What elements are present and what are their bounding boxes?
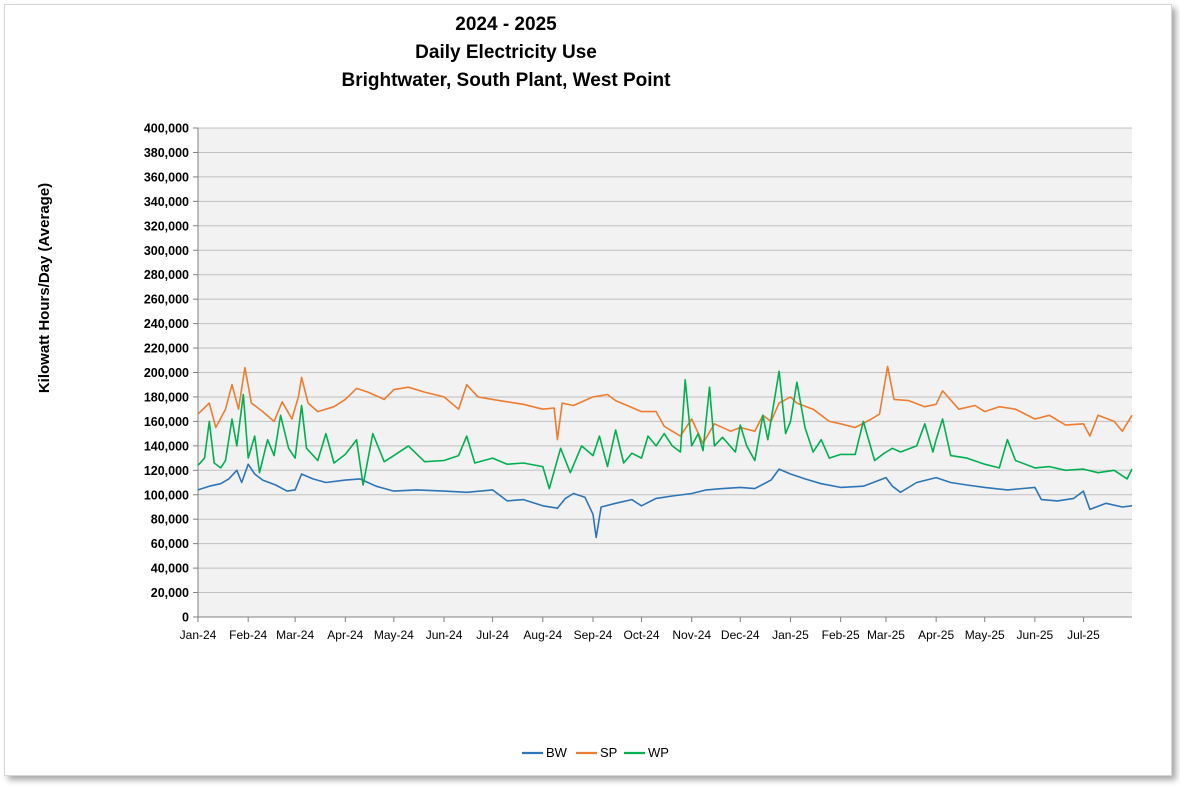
- legend: BW SP WP: [522, 745, 669, 760]
- y-tick-label: 140,000: [144, 439, 189, 453]
- y-tick-label: 340,000: [144, 195, 189, 209]
- x-tick-label: Jul-25: [1067, 628, 1100, 642]
- x-tick-label: Jan-25: [772, 628, 809, 642]
- y-tick-label: 300,000: [144, 244, 189, 258]
- x-tick-label: May-24: [374, 628, 414, 642]
- y-tick-label: 120,000: [144, 464, 189, 478]
- x-tick-label: Mar-25: [867, 628, 905, 642]
- legend-label-sp: SP: [600, 745, 617, 760]
- x-tick-label: Jun-24: [426, 628, 463, 642]
- y-tick-label: 180,000: [144, 390, 189, 404]
- title-line-3: Brightwater, South Plant, West Point: [341, 70, 671, 91]
- y-tick-label: 400,000: [144, 122, 189, 136]
- y-tick-label: 380,000: [144, 146, 189, 160]
- x-tick-label: Jan-24: [180, 628, 217, 642]
- x-tick-label: Nov-24: [672, 628, 711, 642]
- x-tick-label: Jul-24: [476, 628, 509, 642]
- x-tick-label: Aug-24: [523, 628, 562, 642]
- chart-title: 2024 - 2025 Daily Electricity Use Bright…: [341, 14, 671, 91]
- x-tick-label: Feb-25: [822, 628, 860, 642]
- title-line-2: Daily Electricity Use: [415, 42, 597, 63]
- y-tick-label: 240,000: [144, 317, 189, 331]
- legend-label-bw: BW: [546, 745, 568, 760]
- x-tick-label: Oct-24: [624, 628, 660, 642]
- chart-card: 2024 - 2025 Daily Electricity Use Bright…: [4, 4, 1172, 776]
- y-axis-label: Kilowatt Hours/Day (Average): [36, 183, 53, 393]
- y-tick-label: 0: [182, 611, 189, 625]
- y-tick-label: 100,000: [144, 488, 189, 502]
- y-tick-label: 280,000: [144, 268, 189, 282]
- y-tick-label: 20,000: [151, 586, 189, 600]
- y-tick-label: 200,000: [144, 366, 189, 380]
- y-tick-label: 160,000: [144, 415, 189, 429]
- x-tick-label: Sep-24: [574, 628, 613, 642]
- title-line-1: 2024 - 2025: [455, 14, 557, 35]
- x-tick-label: Apr-24: [327, 628, 363, 642]
- x-tick-label: Dec-24: [721, 628, 760, 642]
- x-tick-label: May-25: [965, 628, 1005, 642]
- x-tick-label: Mar-24: [276, 628, 314, 642]
- x-tick-label: Feb-24: [229, 628, 267, 642]
- x-tick-label: Jun-25: [1017, 628, 1054, 642]
- y-tick-label: 320,000: [144, 219, 189, 233]
- plot-area: 0 20,000 40,000 60,000 80,000 100,000 120,000 1…: [144, 122, 1132, 643]
- y-tick-label: 360,000: [144, 170, 189, 184]
- y-tick-label: 260,000: [144, 293, 189, 307]
- y-tick-label: 60,000: [151, 537, 189, 551]
- y-tick-label: 80,000: [151, 513, 189, 527]
- y-tick-label: 220,000: [144, 342, 189, 356]
- y-tick-label: 40,000: [151, 562, 189, 576]
- x-tick-label: Apr-25: [918, 628, 954, 642]
- line-chart: 2024 - 2025 Daily Electricity Use Bright…: [5, 5, 1171, 775]
- legend-label-wp: WP: [648, 745, 669, 760]
